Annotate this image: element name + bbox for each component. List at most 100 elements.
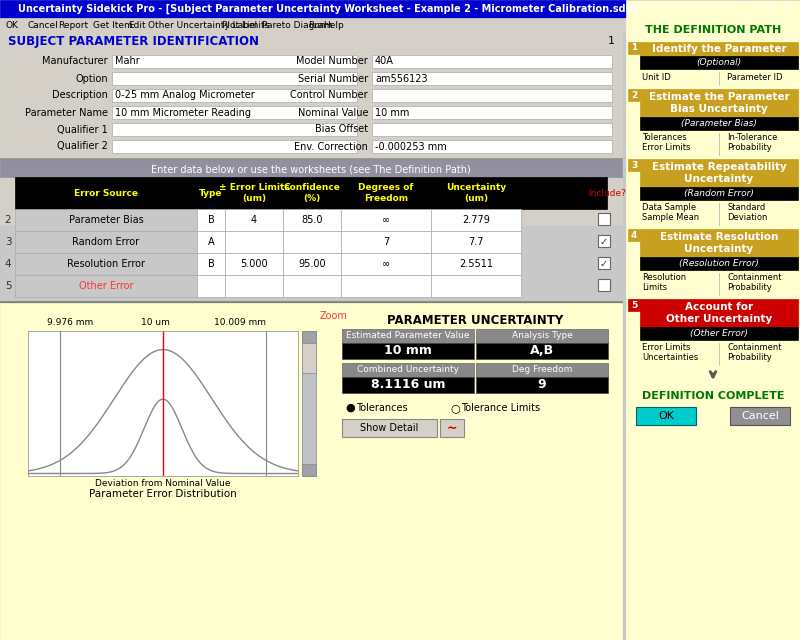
Text: 2.779: 2.779: [462, 215, 490, 225]
Bar: [372, 89, 612, 102]
Text: Uncertainties: Uncertainties: [642, 353, 698, 362]
Text: 9: 9: [538, 378, 546, 392]
Text: 4: 4: [631, 230, 637, 239]
Text: A,B: A,B: [530, 344, 554, 358]
Text: Nominal Value: Nominal Value: [298, 108, 368, 118]
Bar: [640, 89, 798, 117]
Bar: [112, 72, 357, 85]
Text: (Optional): (Optional): [697, 58, 742, 67]
Bar: [628, 299, 640, 311]
Text: (Resolution Error): (Resolution Error): [679, 259, 759, 268]
Text: 0-25 mm Analog Micrometer: 0-25 mm Analog Micrometer: [115, 90, 254, 100]
Text: Estimate the Parameter
Bias Uncertainty: Estimate the Parameter Bias Uncertainty: [649, 92, 790, 114]
Text: 3: 3: [5, 237, 11, 247]
Text: 8.1116 um: 8.1116 um: [370, 378, 446, 392]
Text: Degrees of
Freedom: Degrees of Freedom: [358, 183, 414, 203]
Text: Error Limits: Error Limits: [642, 344, 690, 353]
Bar: [0, 303, 622, 640]
Bar: [112, 123, 357, 136]
Bar: [779, 1, 796, 16]
Text: Show Detail: Show Detail: [360, 423, 418, 433]
X-axis label: Deviation from Nominal Value: Deviation from Nominal Value: [95, 479, 230, 488]
Bar: [0, 0, 800, 18]
Text: Run: Run: [308, 20, 326, 29]
Text: (Other Error): (Other Error): [690, 329, 748, 338]
Text: Data Sample: Data Sample: [642, 204, 696, 212]
Text: 7.7: 7.7: [468, 237, 484, 247]
Text: Containment: Containment: [727, 273, 782, 282]
Text: Unit ID: Unit ID: [642, 72, 670, 81]
Bar: [342, 419, 437, 437]
Text: PARAMETER UNCERTAINTY: PARAMETER UNCERTAINTY: [387, 314, 563, 328]
Bar: [341, 275, 431, 297]
Text: 4: 4: [5, 259, 11, 269]
Bar: [476, 343, 608, 359]
Text: Manufacturer: Manufacturer: [42, 56, 108, 67]
Text: 85.0: 85.0: [302, 215, 322, 225]
Text: Identify the Parameter: Identify the Parameter: [652, 44, 786, 54]
Bar: [15, 253, 197, 275]
Bar: [372, 123, 612, 136]
Text: ❑: ❑: [764, 4, 772, 13]
Text: (Random Error): (Random Error): [684, 189, 754, 198]
Text: Tolerances: Tolerances: [356, 403, 408, 413]
Bar: [197, 275, 225, 297]
Text: Qualifier 2: Qualifier 2: [57, 141, 108, 152]
Bar: [628, 42, 640, 54]
Text: ~: ~: [446, 422, 458, 435]
Text: A: A: [208, 237, 214, 247]
Bar: [342, 377, 474, 393]
Bar: [640, 117, 798, 130]
Bar: [640, 299, 798, 327]
Bar: [640, 187, 798, 200]
Text: B: B: [208, 259, 214, 269]
Text: (Parameter Bias): (Parameter Bias): [681, 119, 757, 128]
Bar: [197, 231, 225, 253]
Text: Error Source: Error Source: [74, 189, 138, 198]
Bar: [760, 1, 777, 16]
Bar: [628, 159, 640, 171]
Bar: [372, 55, 612, 68]
Bar: [431, 231, 521, 253]
Text: Cancel: Cancel: [741, 411, 779, 421]
Text: 1: 1: [608, 36, 615, 46]
Bar: [15, 231, 197, 253]
Text: 40A: 40A: [375, 56, 394, 67]
Bar: [112, 140, 357, 153]
Bar: [341, 231, 431, 253]
Bar: [598, 257, 610, 269]
Text: Containment: Containment: [727, 344, 782, 353]
Text: Account for
Other Uncertainty: Account for Other Uncertainty: [666, 302, 772, 324]
Bar: [0, 301, 622, 303]
Text: Random Error: Random Error: [73, 237, 139, 247]
Text: Estimated Parameter Value: Estimated Parameter Value: [346, 332, 470, 340]
Text: Parameter Bias: Parameter Bias: [69, 215, 143, 225]
Bar: [440, 419, 464, 437]
Bar: [302, 331, 316, 343]
Text: ∞: ∞: [382, 259, 390, 269]
Bar: [15, 177, 607, 209]
Bar: [372, 106, 612, 119]
Text: DEFINITION COMPLETE: DEFINITION COMPLETE: [642, 391, 784, 401]
Text: Confidence
(%): Confidence (%): [283, 183, 341, 203]
Text: ∞: ∞: [382, 215, 390, 225]
Bar: [730, 407, 790, 425]
Text: THE DEFINITION PATH: THE DEFINITION PATH: [645, 25, 781, 35]
Text: Option: Option: [75, 74, 108, 83]
Text: 2.5511: 2.5511: [459, 259, 493, 269]
Text: Deg Freedom: Deg Freedom: [512, 365, 572, 374]
Text: 10.009 mm: 10.009 mm: [214, 318, 266, 327]
Bar: [197, 253, 225, 275]
Bar: [476, 363, 608, 377]
Text: ✓: ✓: [600, 237, 608, 247]
Text: Sample Mean: Sample Mean: [642, 212, 699, 221]
Bar: [628, 229, 640, 241]
Text: 7: 7: [383, 237, 389, 247]
Text: 10 mm: 10 mm: [384, 344, 432, 358]
Bar: [640, 56, 798, 69]
Bar: [431, 253, 521, 275]
Text: Qualifier 1: Qualifier 1: [58, 125, 108, 134]
Bar: [112, 106, 357, 119]
Bar: [0, 161, 622, 177]
Text: Error Limits: Error Limits: [642, 143, 690, 152]
